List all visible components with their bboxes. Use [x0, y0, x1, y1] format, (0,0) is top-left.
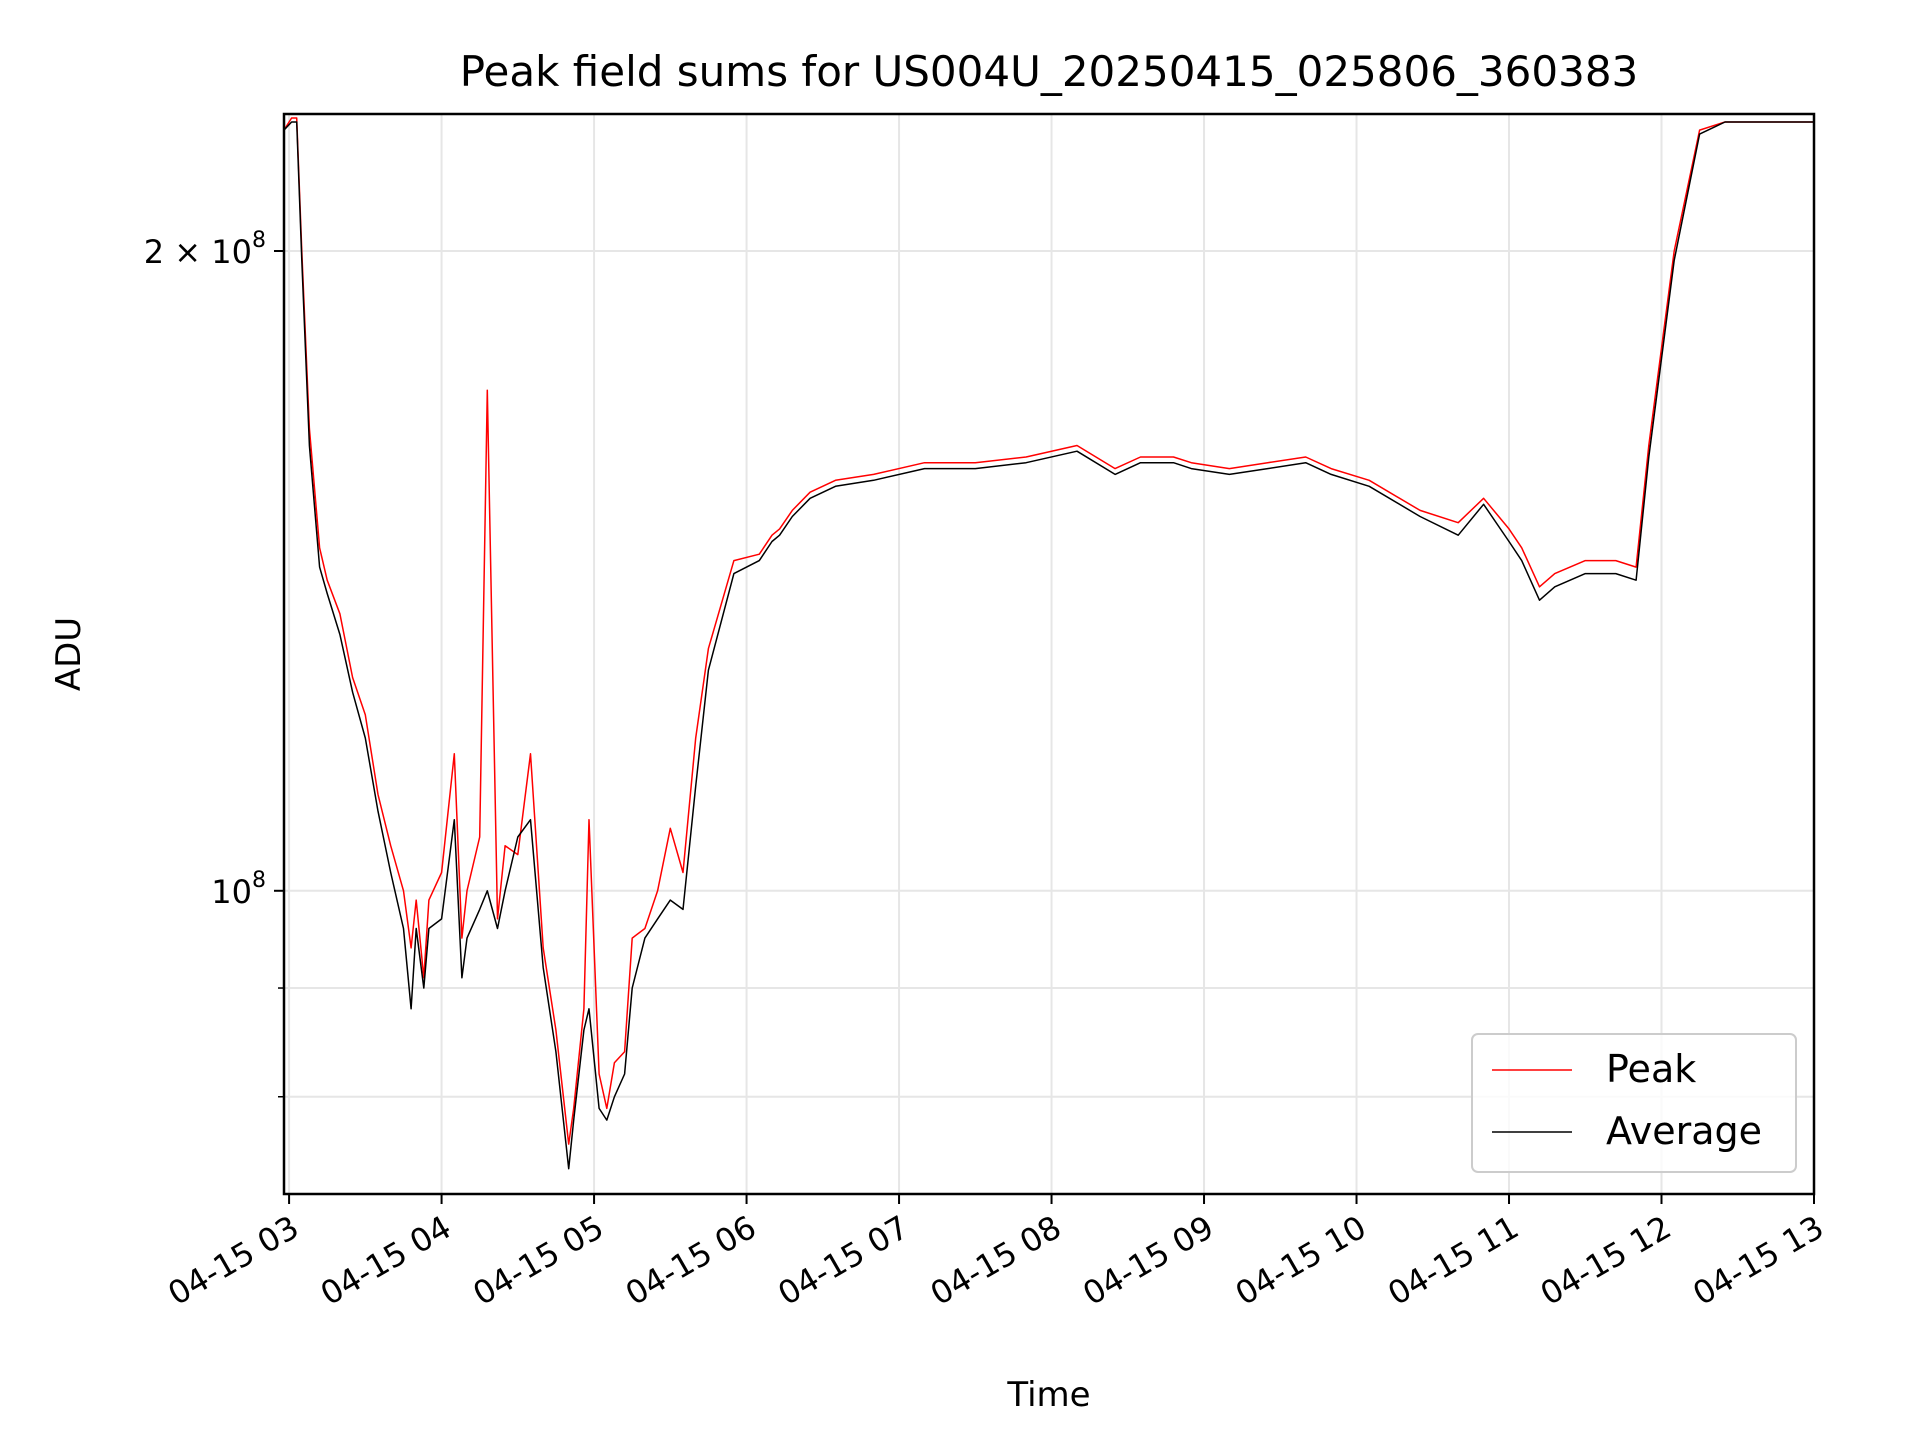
y-tick-label-base: 2 × 10 — [144, 233, 252, 271]
y-tick-label: 2 × 108 — [144, 228, 266, 271]
y-tick-label: 108 — [211, 868, 266, 911]
plot-frame — [282, 112, 1816, 1196]
y-tick-label-exponent: 8 — [252, 868, 266, 893]
series-line-peak — [283, 117, 1814, 1145]
legend-label-peak: Peak — [1606, 1047, 1696, 1091]
series-lines — [283, 117, 1814, 1170]
legend-box — [1471, 1033, 1797, 1173]
x-axis-label: Time — [1006, 1375, 1090, 1415]
legend-label-average: Average — [1606, 1109, 1762, 1153]
y-tick-label-base: 10 — [211, 873, 252, 911]
y-axis-label: ADU — [49, 617, 89, 691]
legend: Peak Average — [1471, 1033, 1797, 1173]
series-line-average — [283, 121, 1814, 1170]
y-tick-label-exponent: 8 — [252, 228, 266, 253]
chart-title: Peak field sums for US004U_20250415_0258… — [460, 47, 1639, 96]
